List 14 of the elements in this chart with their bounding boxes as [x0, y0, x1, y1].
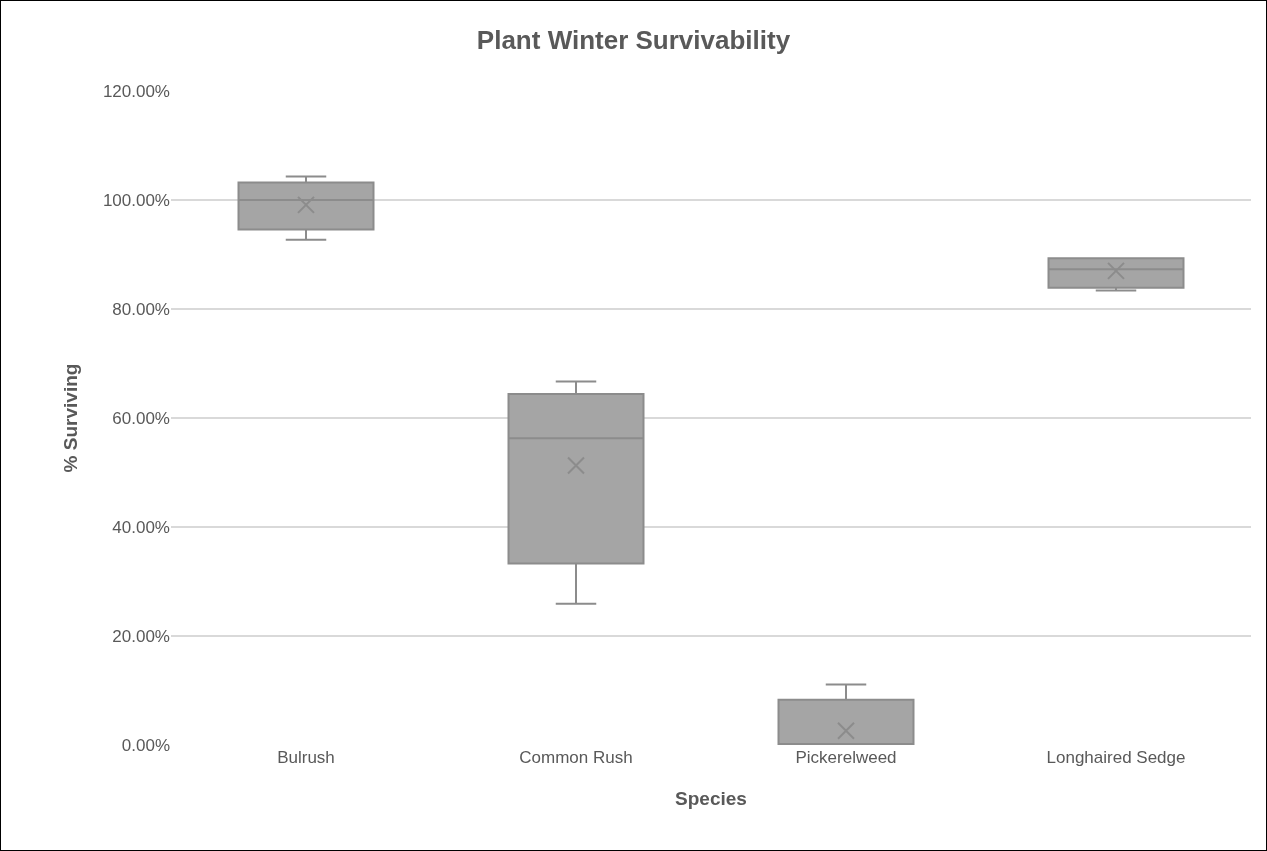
x-tick-label: Bulrush: [277, 748, 335, 767]
y-axis-title: % Surviving: [59, 363, 81, 473]
y-tick-label: 120.00%: [102, 81, 170, 101]
x-tick-label: Longhaired Sedge: [1046, 748, 1186, 767]
y-tick-label: 80.00%: [112, 299, 170, 319]
x-tick-label: Common Rush: [519, 748, 633, 767]
x-tick-label: Pickerelweed: [795, 748, 897, 767]
chart-title: Plant Winter Survivability: [476, 24, 791, 55]
x-axis-title: Species: [675, 787, 747, 809]
y-tick-label: 100.00%: [102, 190, 170, 210]
y-tick-label: 0.00%: [121, 735, 170, 755]
y-tick-label: 40.00%: [112, 517, 170, 537]
y-tick-label: 60.00%: [112, 408, 170, 428]
y-tick-label: 20.00%: [112, 626, 170, 646]
